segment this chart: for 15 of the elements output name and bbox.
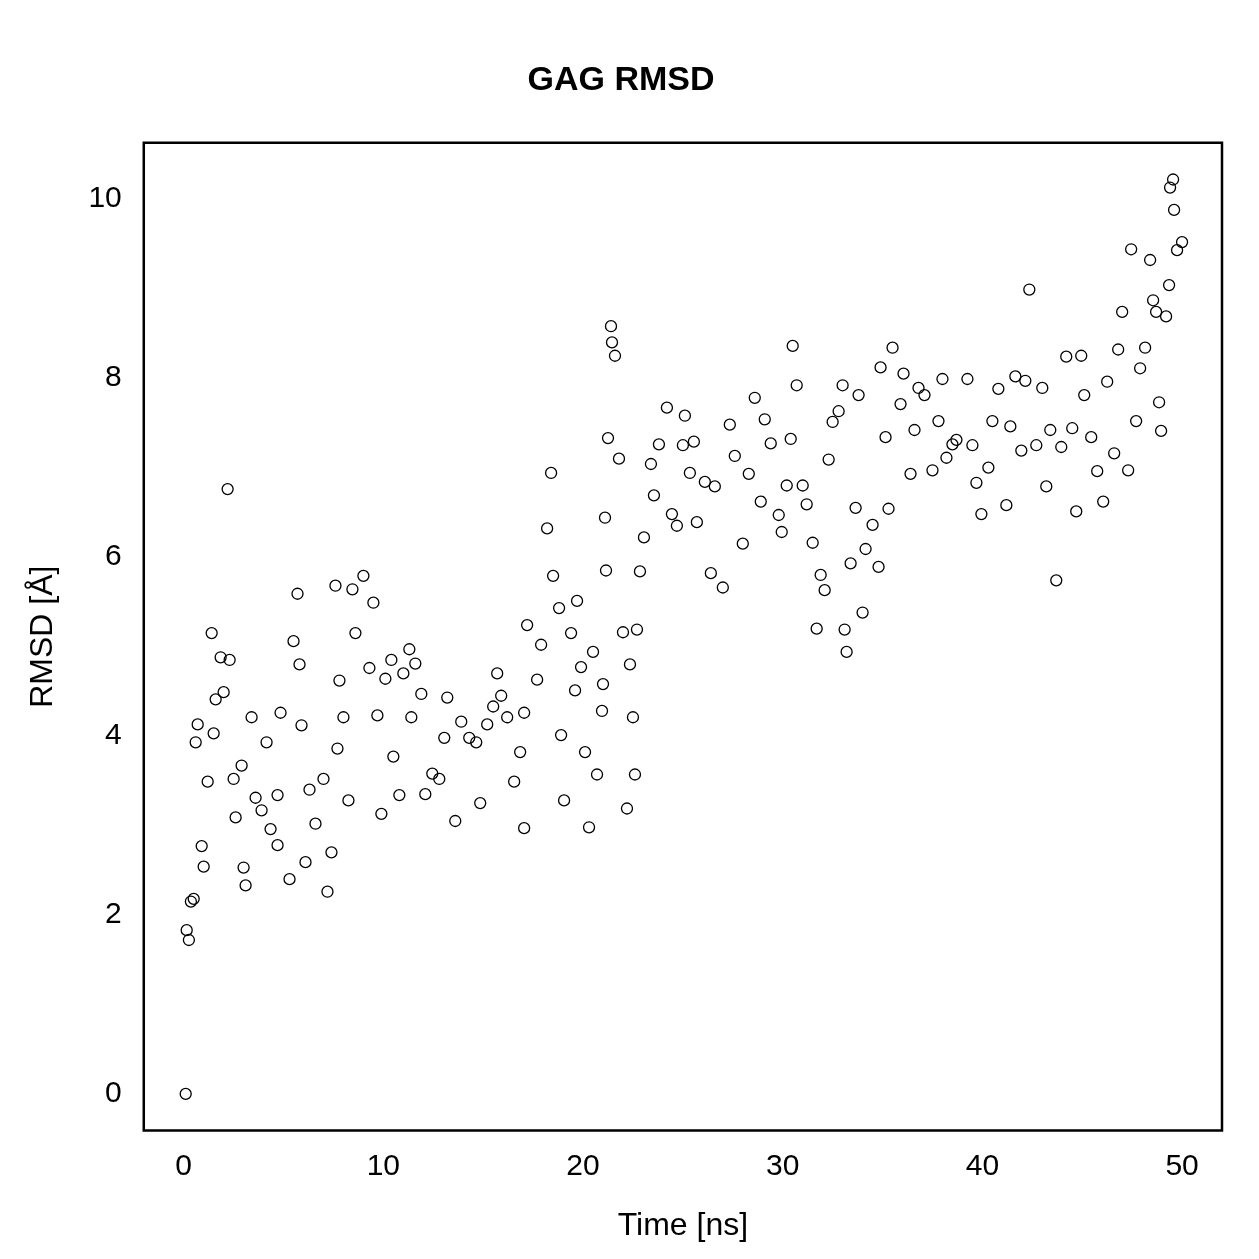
x-tick-label: 40 (965, 1147, 1000, 1181)
y-tick-label: 8 (105, 359, 122, 393)
x-axis-title: Time [ns] (617, 1205, 749, 1242)
chart-title: GAG RMSD (527, 58, 715, 97)
y-tick-label: 0 (105, 1075, 122, 1109)
x-tick-label: 30 (766, 1147, 800, 1181)
y-axis-title: RMSD [Å] (23, 565, 60, 708)
y-tick-label: 4 (105, 717, 122, 751)
x-tick-label: 0 (175, 1147, 193, 1181)
y-tick-label: 2 (105, 896, 122, 930)
x-tick-label: 10 (366, 1147, 401, 1181)
y-tick-label: 6 (105, 538, 122, 572)
x-tick-label: 50 (1165, 1147, 1199, 1181)
y-tick-label: 10 (88, 180, 122, 214)
x-tick-label: 20 (566, 1147, 600, 1181)
